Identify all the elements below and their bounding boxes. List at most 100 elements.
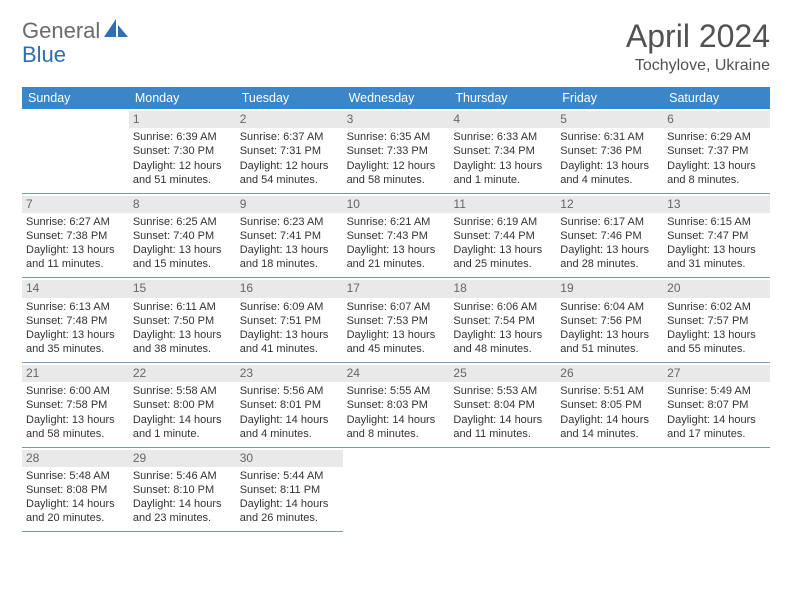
calendar-cell: 4 Sunrise: 6:33 AMSunset: 7:34 PMDaylight… xyxy=(449,109,556,194)
day-info: Sunrise: 6:11 AMSunset: 7:50 PMDaylight:… xyxy=(133,300,232,356)
calendar-cell: 22 Sunrise: 5:58 AMSunset: 8:00 PMDayligh… xyxy=(129,363,236,448)
page-header: General April 2024 Tochylove, Ukraine xyxy=(22,18,770,75)
day-info: Sunrise: 6:33 AMSunset: 7:34 PMDaylight:… xyxy=(453,130,552,186)
day-info: Sunrise: 6:27 AMSunset: 7:38 PMDaylight:… xyxy=(26,215,125,271)
calendar-cell: 9 Sunrise: 6:23 AMSunset: 7:41 PMDaylight… xyxy=(236,194,343,279)
day-info: Sunrise: 6:15 AMSunset: 7:47 PMDaylight:… xyxy=(667,215,766,271)
day-info: Sunrise: 6:37 AMSunset: 7:31 PMDaylight:… xyxy=(240,130,339,186)
weekday-header: Thursday xyxy=(449,87,556,109)
day-info: Sunrise: 5:51 AMSunset: 8:05 PMDaylight:… xyxy=(560,384,659,440)
calendar-cell: 8 Sunrise: 6:25 AMSunset: 7:40 PMDaylight… xyxy=(129,194,236,279)
day-info: Sunrise: 6:19 AMSunset: 7:44 PMDaylight:… xyxy=(453,215,552,271)
day-number: 4 xyxy=(449,111,556,128)
day-info: Sunrise: 6:09 AMSunset: 7:51 PMDaylight:… xyxy=(240,300,339,356)
day-number: 17 xyxy=(343,280,450,297)
day-number: 1 xyxy=(129,111,236,128)
day-info: Sunrise: 6:23 AMSunset: 7:41 PMDaylight:… xyxy=(240,215,339,271)
day-number: 29 xyxy=(129,450,236,467)
day-info: Sunrise: 6:29 AMSunset: 7:37 PMDaylight:… xyxy=(667,130,766,186)
day-number: 10 xyxy=(343,196,450,213)
calendar-cell: 30 Sunrise: 5:44 AMSunset: 8:11 PMDayligh… xyxy=(236,448,343,533)
day-info: Sunrise: 6:00 AMSunset: 7:58 PMDaylight:… xyxy=(26,384,125,440)
day-number: 5 xyxy=(556,111,663,128)
day-number: 24 xyxy=(343,365,450,382)
day-info: Sunrise: 6:02 AMSunset: 7:57 PMDaylight:… xyxy=(667,300,766,356)
calendar-cell: 13 Sunrise: 6:15 AMSunset: 7:47 PMDayligh… xyxy=(663,194,770,279)
calendar-cell: 19 Sunrise: 6:04 AMSunset: 7:56 PMDayligh… xyxy=(556,278,663,363)
day-info: Sunrise: 5:44 AMSunset: 8:11 PMDaylight:… xyxy=(240,469,339,525)
day-info: Sunrise: 6:31 AMSunset: 7:36 PMDaylight:… xyxy=(560,130,659,186)
calendar-cell: 28Sunrise: 5:48 AMSunset: 8:08 PMDayligh… xyxy=(22,448,129,533)
calendar-cell: 11Sunrise: 6:19 AMSunset: 7:44 PMDayligh… xyxy=(449,194,556,279)
weekday-header: Saturday xyxy=(663,87,770,109)
day-info: Sunrise: 5:49 AMSunset: 8:07 PMDaylight:… xyxy=(667,384,766,440)
weekday-header: Tuesday xyxy=(236,87,343,109)
calendar-cell: 5 Sunrise: 6:31 AMSunset: 7:36 PMDaylight… xyxy=(556,109,663,194)
day-info: Sunrise: 5:53 AMSunset: 8:04 PMDaylight:… xyxy=(453,384,552,440)
calendar-cell: 29 Sunrise: 5:46 AMSunset: 8:10 PMDayligh… xyxy=(129,448,236,533)
day-number: 3 xyxy=(343,111,450,128)
day-number: 30 xyxy=(236,450,343,467)
calendar-cell: 6Sunrise: 6:29 AMSunset: 7:37 PMDaylight… xyxy=(663,109,770,194)
brand-logo: General xyxy=(22,18,132,44)
calendar-cell: 21 Sunrise: 6:00 AMSunset: 7:58 PMDayligh… xyxy=(22,363,129,448)
day-info: Sunrise: 6:35 AMSunset: 7:33 PMDaylight:… xyxy=(347,130,446,186)
day-number: 14 xyxy=(22,280,129,297)
brand-name-1: General xyxy=(22,18,100,44)
day-info: Sunrise: 5:58 AMSunset: 8:00 PMDaylight:… xyxy=(133,384,232,440)
month-title: April 2024 xyxy=(626,18,770,55)
day-info: Sunrise: 6:04 AMSunset: 7:56 PMDaylight:… xyxy=(560,300,659,356)
title-block: April 2024 Tochylove, Ukraine xyxy=(626,18,770,75)
calendar-cell: 23 Sunrise: 5:56 AMSunset: 8:01 PMDayligh… xyxy=(236,363,343,448)
calendar-cell: 10Sunrise: 6:21 AMSunset: 7:43 PMDayligh… xyxy=(343,194,450,279)
day-number: 26 xyxy=(556,365,663,382)
day-number: 21 xyxy=(22,365,129,382)
calendar-cell: 16 Sunrise: 6:09 AMSunset: 7:51 PMDayligh… xyxy=(236,278,343,363)
calendar-cell: 17 Sunrise: 6:07 AMSunset: 7:53 PMDayligh… xyxy=(343,278,450,363)
day-number: 15 xyxy=(129,280,236,297)
weekday-header: Friday xyxy=(556,87,663,109)
weekday-header: Sunday xyxy=(22,87,129,109)
day-info: Sunrise: 5:56 AMSunset: 8:01 PMDaylight:… xyxy=(240,384,339,440)
day-number: 16 xyxy=(236,280,343,297)
weekday-header: Monday xyxy=(129,87,236,109)
calendar-grid: 1 Sunrise: 6:39 AMSunset: 7:30 PMDaylight… xyxy=(22,109,770,532)
calendar-cell-empty xyxy=(22,109,129,194)
calendar-cell: 2 Sunrise: 6:37 AMSunset: 7:31 PMDaylight… xyxy=(236,109,343,194)
day-number: 12 xyxy=(556,196,663,213)
day-info: Sunrise: 6:07 AMSunset: 7:53 PMDaylight:… xyxy=(347,300,446,356)
day-number: 9 xyxy=(236,196,343,213)
day-number: 7 xyxy=(22,196,129,213)
weekday-header: Wednesday xyxy=(343,87,450,109)
day-number: 27 xyxy=(663,365,770,382)
day-info: Sunrise: 6:13 AMSunset: 7:48 PMDaylight:… xyxy=(26,300,125,356)
day-number: 13 xyxy=(663,196,770,213)
calendar-cell: 1 Sunrise: 6:39 AMSunset: 7:30 PMDaylight… xyxy=(129,109,236,194)
day-number: 20 xyxy=(663,280,770,297)
calendar-cell: 14 Sunrise: 6:13 AMSunset: 7:48 PMDayligh… xyxy=(22,278,129,363)
day-number: 18 xyxy=(449,280,556,297)
day-number: 19 xyxy=(556,280,663,297)
day-info: Sunrise: 6:06 AMSunset: 7:54 PMDaylight:… xyxy=(453,300,552,356)
brand-sail-icon xyxy=(102,19,130,44)
day-number: 25 xyxy=(449,365,556,382)
day-number: 23 xyxy=(236,365,343,382)
calendar-cell: 25 Sunrise: 5:53 AMSunset: 8:04 PMDayligh… xyxy=(449,363,556,448)
day-info: Sunrise: 6:39 AMSunset: 7:30 PMDaylight:… xyxy=(133,130,232,186)
calendar-cell: 20 Sunrise: 6:02 AMSunset: 7:57 PMDayligh… xyxy=(663,278,770,363)
calendar-cell: 12 Sunrise: 6:17 AMSunset: 7:46 PMDayligh… xyxy=(556,194,663,279)
day-number: 8 xyxy=(129,196,236,213)
day-info: Sunrise: 6:25 AMSunset: 7:40 PMDaylight:… xyxy=(133,215,232,271)
calendar-cell: 18 Sunrise: 6:06 AMSunset: 7:54 PMDayligh… xyxy=(449,278,556,363)
day-info: Sunrise: 5:48 AMSunset: 8:08 PMDaylight:… xyxy=(26,469,125,525)
calendar-cell: 26 Sunrise: 5:51 AMSunset: 8:05 PMDayligh… xyxy=(556,363,663,448)
brand-name-2: Blue xyxy=(22,42,66,67)
day-info: Sunrise: 6:17 AMSunset: 7:46 PMDaylight:… xyxy=(560,215,659,271)
day-number: 22 xyxy=(129,365,236,382)
calendar-cell: 15 Sunrise: 6:11 AMSunset: 7:50 PMDayligh… xyxy=(129,278,236,363)
weekday-header-row: Sunday Monday Tuesday Wednesday Thursday… xyxy=(22,87,770,109)
day-info: Sunrise: 5:46 AMSunset: 8:10 PMDaylight:… xyxy=(133,469,232,525)
calendar-cell: 27 Sunrise: 5:49 AMSunset: 8:07 PMDayligh… xyxy=(663,363,770,448)
day-number: 2 xyxy=(236,111,343,128)
calendar-cell: 24Sunrise: 5:55 AMSunset: 8:03 PMDayligh… xyxy=(343,363,450,448)
